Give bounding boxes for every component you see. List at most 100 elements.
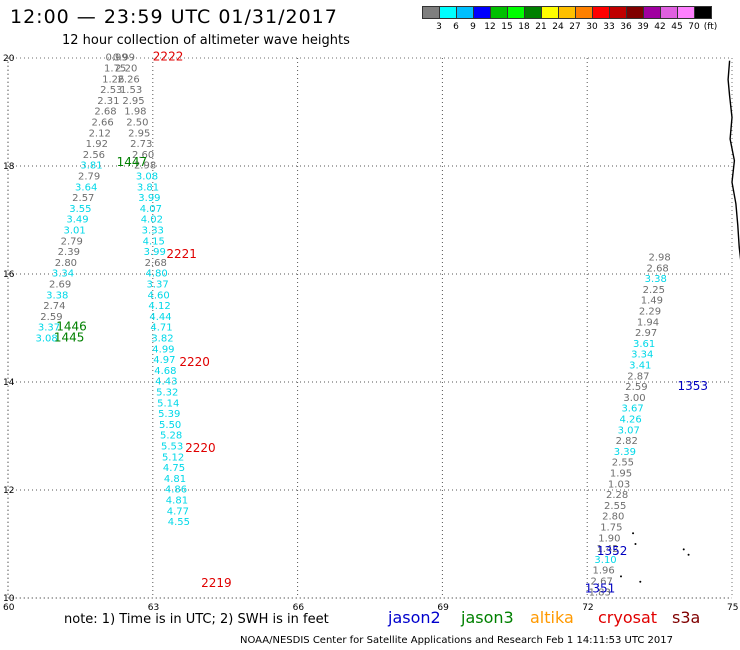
island (687, 553, 690, 556)
swh-value: 2.29 (639, 307, 661, 318)
swh-value: 4.43 (155, 377, 177, 388)
lon-tick-label: 72 (582, 603, 593, 613)
lat-tick-label: 18 (3, 162, 15, 172)
swh-value: 4.71 (150, 323, 172, 334)
swh-value: 3.99 (144, 247, 166, 258)
satellite-legend-jason2: jason2 (388, 608, 441, 627)
swh-value: 3.37 (146, 280, 168, 291)
swh-value: 3.39 (614, 447, 636, 458)
swh-value: 3.38 (46, 290, 68, 301)
swh-value: 5.53 (161, 442, 183, 453)
swh-value: 4.15 (143, 236, 165, 247)
swh-value: 5.12 (162, 452, 184, 463)
swh-value: 2.98 (134, 161, 156, 172)
swh-value: 4.07 (140, 204, 162, 215)
swh-value: 2.56 (83, 150, 105, 161)
scale-label: 18 (518, 22, 530, 32)
lon-tick-label: 75 (727, 603, 738, 613)
swh-value: 3.67 (621, 404, 643, 415)
lon-tick-label: 60 (3, 603, 15, 613)
island (632, 532, 635, 535)
pass-time-label: 2220 (179, 355, 210, 369)
coastline (727, 60, 740, 261)
swh-value: 4.02 (141, 215, 163, 226)
pass-time-label: 2220 (185, 441, 216, 455)
swh-value: 1.26 (102, 74, 124, 85)
swh-value: 1.83 (589, 587, 611, 598)
swh-value: 1.75 (600, 523, 622, 534)
swh-value: 3.81 (80, 161, 102, 172)
swh-value: 2.73 (130, 139, 152, 150)
pass-time-label: 1447 (117, 155, 148, 169)
swh-value: 2.59 (625, 382, 647, 393)
swh-value: 2.39 (58, 247, 80, 258)
swh-value: 4.99 (152, 344, 174, 355)
lat-tick-label: 16 (3, 270, 15, 280)
swh-value: 2.57 (72, 193, 94, 204)
swh-value: 2.55 (612, 458, 634, 469)
swh-value: 4.81 (164, 474, 186, 485)
footnote: note: 1) Time is in UTC; 2) SWH is in fe… (64, 612, 329, 627)
scale-label: 39 (637, 22, 649, 32)
swh-value: 4.26 (620, 415, 642, 426)
swh-value: 5.50 (159, 420, 181, 431)
swh-value: 3.07 (618, 425, 640, 436)
swh-value: 3.41 (629, 361, 651, 372)
swh-value: 2.67 (591, 577, 613, 588)
swh-value: 3.64 (75, 182, 97, 193)
lat-tick-label: 10 (3, 594, 15, 604)
swh-value: 2.79 (61, 236, 83, 247)
swh-value: 2.80 (55, 258, 77, 269)
swh-value: 1.92 (86, 139, 108, 150)
swh-value: 2.66 (91, 118, 113, 129)
swh-value: 2.68 (94, 107, 116, 118)
swh-value: 2.95 (128, 128, 150, 139)
satellite-legend-jason3: jason3 (461, 608, 514, 627)
swh-value: 2.98 (648, 253, 670, 264)
swh-value: 3.38 (645, 274, 667, 285)
scale-label: 27 (569, 22, 581, 32)
swh-value: 2.31 (97, 96, 119, 107)
swh-value: 1.95 (610, 469, 632, 480)
swh-value: 3.37 (38, 323, 60, 334)
swh-value: 2.68 (145, 258, 167, 269)
swh-value: 4.81 (166, 496, 188, 507)
swh-value: 3.61 (633, 339, 655, 350)
swh-value: 5.39 (158, 409, 180, 420)
swh-value: 4.75 (163, 463, 185, 474)
swh-value: 0.99 (113, 53, 135, 64)
scale-label: 24 (552, 22, 564, 32)
swh-value: 4.55 (168, 517, 190, 528)
swh-value: 3.81 (137, 182, 159, 193)
swh-value: 3.55 (69, 204, 91, 215)
swh-value: 2.12 (89, 128, 111, 139)
island (619, 575, 622, 578)
lat-tick-label: 12 (3, 486, 14, 496)
map-subtitle: 12 hour collection of altimeter wave hei… (62, 33, 350, 48)
pass-time-label: 2219 (201, 576, 232, 590)
swh-value: 1.96 (592, 566, 614, 577)
swh-value: 2.80 (602, 512, 624, 523)
island (634, 543, 637, 545)
scale-swatch (694, 6, 712, 19)
swh-value: 1.03 (608, 479, 630, 490)
satellite-legend-altika: altika (530, 608, 574, 627)
swh-value: 1.90 (598, 533, 620, 544)
swh-value: 2.74 (43, 301, 65, 312)
scale-label: 36 (620, 22, 632, 32)
swh-value: 2.79 (78, 172, 100, 183)
swh-value: 2.95 (122, 96, 144, 107)
swh-value: 2.26 (118, 74, 140, 85)
pass-time-label: 1352 (597, 544, 628, 558)
swh-value: 3.08 (35, 334, 57, 345)
map-title: 12:00 — 23:59 UTC 01/31/2017 (10, 6, 338, 28)
swh-value: 2.68 (647, 263, 669, 274)
scale-label: 33 (603, 22, 615, 32)
swh-value: 2.87 (627, 371, 649, 382)
pass-time-label: 1351 (585, 582, 616, 596)
island (682, 548, 685, 551)
swh-value: 1.49 (641, 296, 663, 307)
satellite-legend-s3a: s3a (672, 608, 701, 627)
pass-time-label: 2222 (153, 50, 184, 64)
swh-value: 2.60 (132, 150, 154, 161)
